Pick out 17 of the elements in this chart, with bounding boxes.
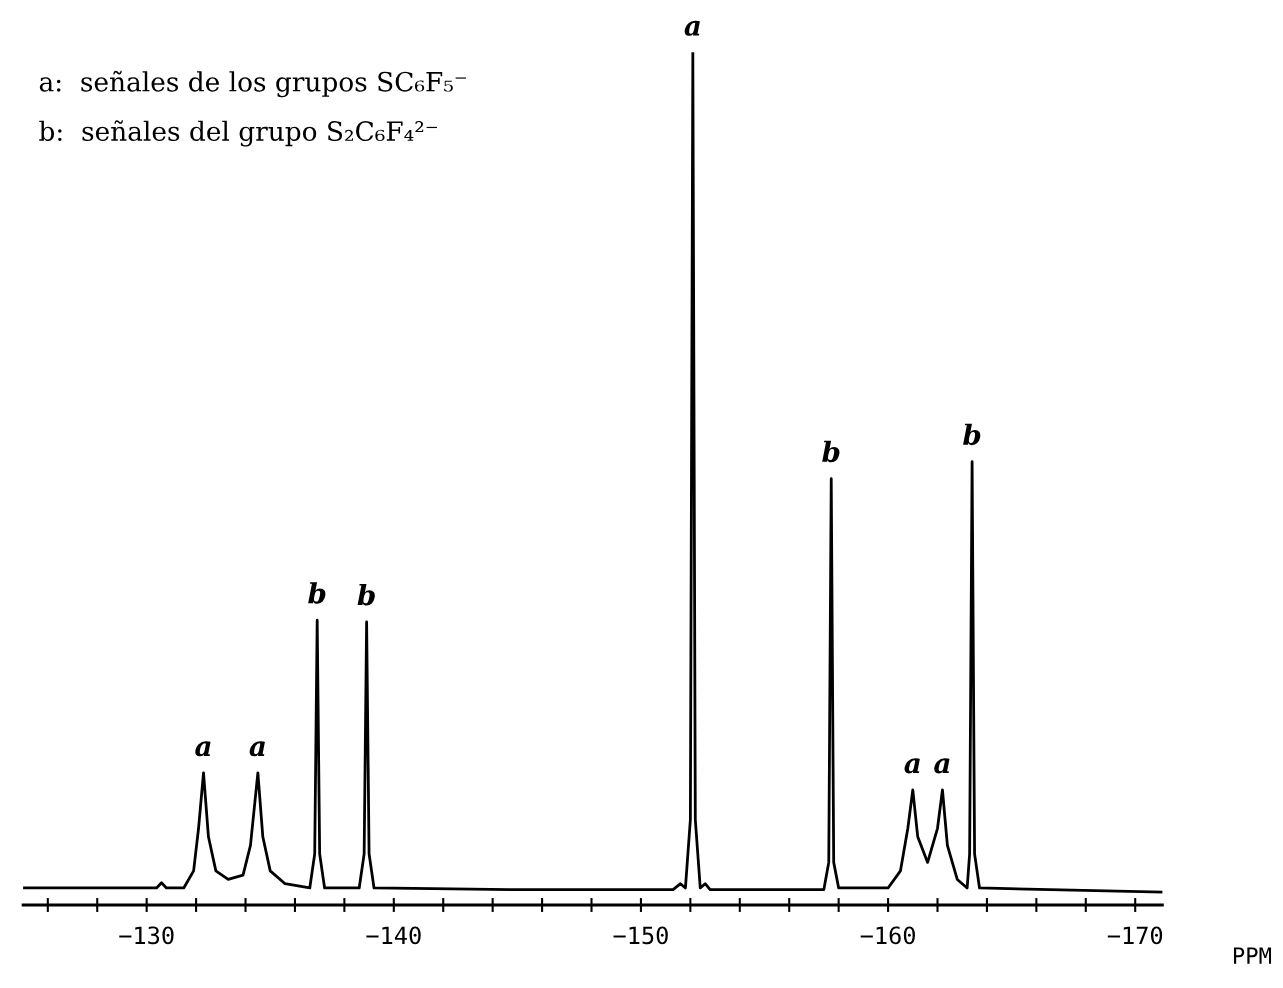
annotation: a xyxy=(934,758,950,774)
annotation: a: señales de los grupos SC₆F₅⁻ xyxy=(39,70,467,98)
annotation: a xyxy=(684,20,700,36)
annotation: b xyxy=(357,583,375,606)
x-axis-title: PPM xyxy=(1233,947,1272,964)
annotation: a xyxy=(195,741,211,757)
x-tick-label: −130 xyxy=(119,926,174,945)
x-tick-label: −140 xyxy=(366,926,421,945)
annotation: b xyxy=(308,582,326,604)
x-tick-label: −150 xyxy=(613,926,668,945)
annotation: b: señales del grupo S₂C₆F₄²⁻ xyxy=(39,120,437,147)
x-tick-label: −170 xyxy=(1107,926,1163,945)
x-tick-label: −160 xyxy=(860,926,915,945)
annotation: b xyxy=(963,423,981,446)
annotation: b xyxy=(822,440,840,463)
annotation: a xyxy=(249,741,265,757)
annotation: a xyxy=(904,758,920,774)
